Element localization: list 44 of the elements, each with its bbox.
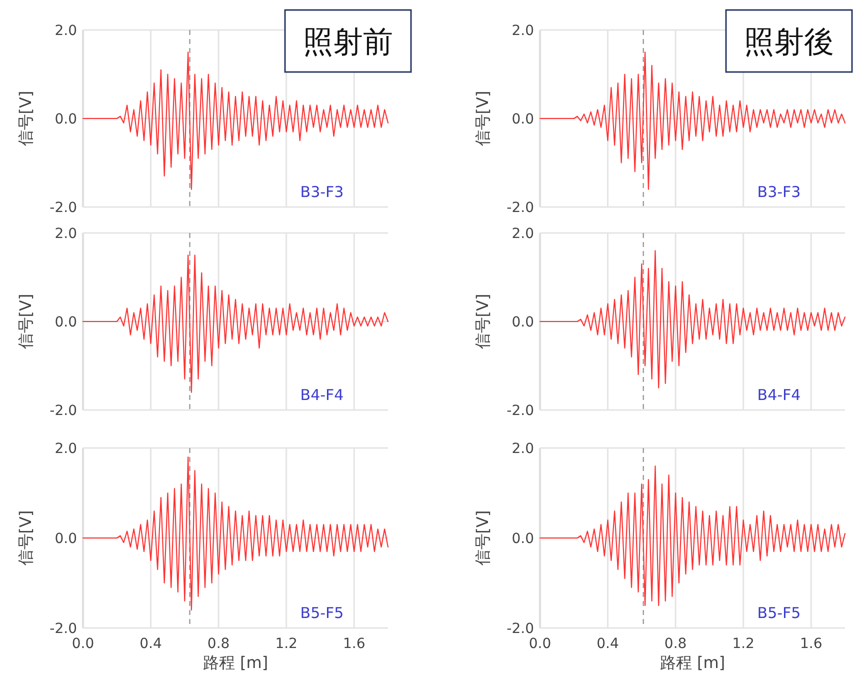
y-tick-label: 0.0 bbox=[512, 112, 534, 128]
y-tick-label: 2.0 bbox=[54, 441, 77, 457]
x-tick-label: 0.4 bbox=[596, 636, 619, 652]
x-tick-label: 1.2 bbox=[275, 636, 298, 652]
y-tick-label: 2.0 bbox=[54, 226, 77, 242]
annotation: B4-F4 bbox=[300, 386, 344, 404]
x-tick-label: 0.0 bbox=[528, 636, 552, 652]
y-tick-label: -2.0 bbox=[50, 200, 77, 216]
y-tick-label: -2.0 bbox=[50, 403, 77, 419]
y-axis-title: 信号[V] bbox=[473, 294, 492, 350]
chart-title: 照射前 bbox=[303, 25, 393, 60]
annotation: B4-F4 bbox=[757, 386, 801, 404]
y-tick-label: 2.0 bbox=[512, 226, 534, 242]
x-tick-label: 0.8 bbox=[207, 636, 230, 652]
annotation: B5-F5 bbox=[300, 604, 344, 622]
x-axis-title: 路程 [m] bbox=[202, 653, 268, 672]
annotation: B5-F5 bbox=[757, 604, 801, 622]
y-tick-label: 0.0 bbox=[512, 531, 534, 547]
y-tick-label: 0.0 bbox=[512, 314, 534, 330]
y-tick-label: 2.0 bbox=[512, 441, 534, 457]
y-axis-title: 信号[V] bbox=[16, 294, 35, 350]
y-tick-label: 2.0 bbox=[512, 23, 534, 39]
x-tick-label: 1.6 bbox=[800, 636, 822, 652]
x-axis-title: 路程 [m] bbox=[660, 653, 726, 672]
chart-title: 照射後 bbox=[744, 25, 834, 60]
x-tick-label: 0.8 bbox=[664, 636, 687, 652]
y-tick-label: -2.0 bbox=[506, 621, 534, 637]
y-axis-title: 信号[V] bbox=[473, 90, 492, 146]
annotation: B3-F3 bbox=[757, 183, 801, 201]
y-tick-label: -2.0 bbox=[506, 403, 534, 419]
x-tick-label: 1.2 bbox=[732, 636, 754, 652]
x-tick-label: 1.6 bbox=[342, 636, 366, 652]
y-tick-label: 0.0 bbox=[54, 314, 77, 330]
y-tick-label: 0.0 bbox=[54, 531, 77, 547]
y-tick-label: 0.0 bbox=[54, 112, 77, 128]
annotation: B3-F3 bbox=[300, 183, 344, 201]
y-axis-title: 信号[V] bbox=[16, 510, 35, 566]
y-tick-label: 2.0 bbox=[54, 23, 77, 39]
y-axis-title: 信号[V] bbox=[473, 510, 492, 566]
x-tick-label: 0.4 bbox=[140, 636, 162, 652]
y-tick-label: -2.0 bbox=[50, 621, 77, 637]
x-tick-label: 0.0 bbox=[72, 636, 94, 652]
y-tick-label: -2.0 bbox=[506, 200, 534, 216]
y-axis-title: 信号[V] bbox=[16, 90, 35, 146]
